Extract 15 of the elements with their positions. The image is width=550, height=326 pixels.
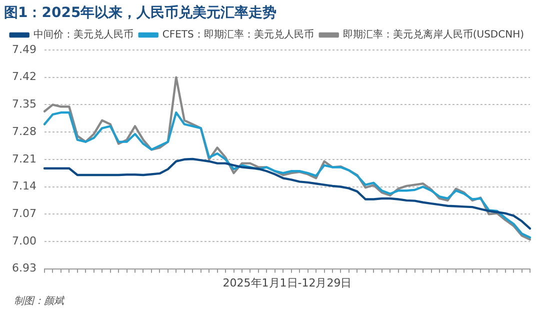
y-tick-label: 7.35 <box>12 98 36 111</box>
y-tick-label: 7.21 <box>12 152 36 166</box>
chart-title: 图1：2025年以来，人民币兑美元汇率走势 <box>3 4 278 23</box>
y-tick-label: 7.42 <box>12 70 36 84</box>
legend-label: 即期汇率：美元兑离岸人民币(USDCNH) <box>342 28 524 41</box>
legend-label: CFETS：即期汇率：美元兑人民币 <box>162 28 314 41</box>
x-axis-title: 2025年1月1日-12月29日 <box>222 276 352 290</box>
legend-label: 中间价：美元兑人民币 <box>33 28 134 41</box>
y-tick-label: 7.28 <box>12 124 36 138</box>
y-tick-label: 6.93 <box>12 262 36 275</box>
y-tick-label: 7.49 <box>12 42 36 56</box>
y-tick-label: 7.07 <box>12 206 36 220</box>
y-tick-label: 7.14 <box>12 180 36 193</box>
text: 制图：颜斌 <box>13 294 66 308</box>
y-tick-label: 7.00 <box>12 234 36 248</box>
